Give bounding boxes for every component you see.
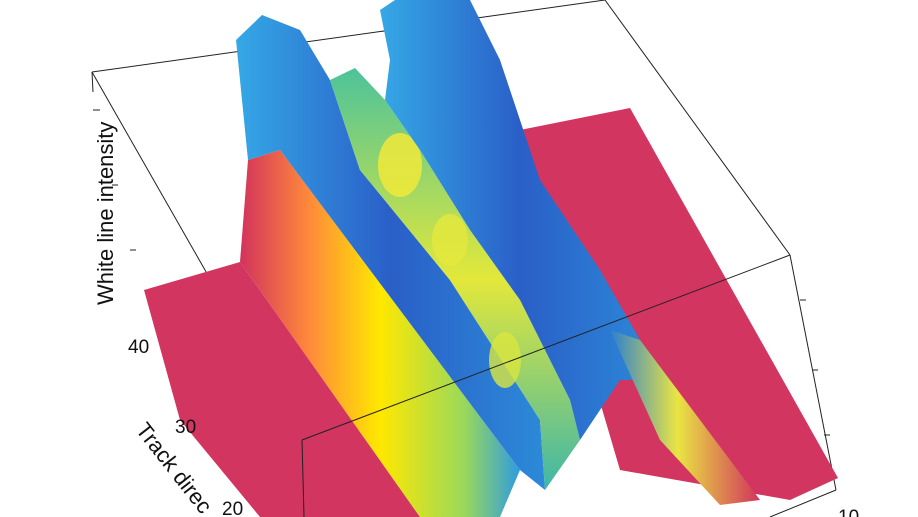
- surface-floor-right: [520, 108, 838, 500]
- x-axis-tick-labels: 10: [838, 507, 859, 517]
- y-axis-tick-labels: 20 30 40: [128, 337, 243, 517]
- valley-highlight-2: [432, 214, 468, 266]
- surface-floor-left: [144, 262, 420, 517]
- y-tick-label: 30: [175, 417, 196, 438]
- surface-ridge-1: [236, 15, 545, 490]
- x-tick-label: 10: [838, 507, 859, 517]
- valley-highlight-1: [378, 133, 422, 197]
- y-tick-label: 20: [222, 499, 243, 517]
- valley-highlight-3: [489, 332, 521, 388]
- z-axis-title: White line intensity: [93, 122, 118, 305]
- x-axis-ticks: [800, 299, 830, 436]
- surface-slope-right: [610, 330, 760, 505]
- surface-ridge-2: [380, 0, 660, 440]
- plot-box-back: [91, 0, 837, 491]
- surface-slope-left: [240, 150, 520, 517]
- y-tick-label: 40: [128, 337, 149, 358]
- z-axis-ticks: [93, 109, 136, 251]
- plot-box-front: [301, 254, 837, 517]
